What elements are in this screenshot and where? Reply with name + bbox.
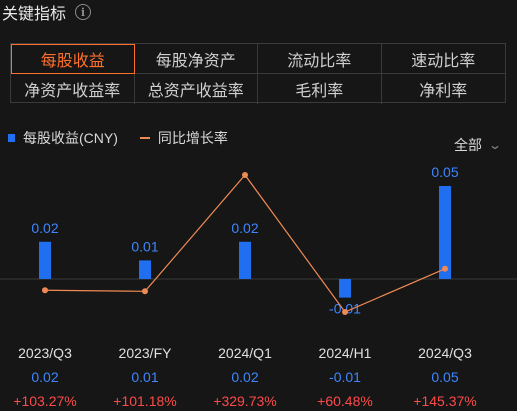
eps-bar [339,279,351,298]
growth-rate-point [342,309,348,315]
bar-value-label: 0.02 [31,220,58,236]
eps-value: 0.05 [431,369,458,385]
legend-line-label: 同比增长率 [157,130,228,146]
x-tick-label: 2024/Q3 [418,345,472,361]
growth-rate-value: +60.48% [317,393,373,409]
info-icon[interactable]: i [75,4,92,20]
eps-bar [439,186,451,279]
range-selector-label: 全部 [454,137,482,153]
tab-roe[interactable]: 净资产收益率 [11,74,135,104]
chart-legend: 每股收益(CNY) 同比增长率 [8,128,228,148]
tab-eps[interactable]: 每股收益 [11,44,135,74]
tab-gross-margin[interactable]: 毛利率 [258,74,382,104]
tab-quick-ratio[interactable]: 速动比率 [381,44,505,74]
chevron-down-icon: ⌄ [487,138,503,152]
x-tick-label: 2024/Q1 [218,345,272,361]
section-title: 关键指标 [2,6,67,23]
bar-value-label: 0.01 [131,238,158,254]
growth-rate-value: +329.73% [213,393,276,409]
range-selector[interactable]: 全部 ⌄ [454,135,503,155]
header: 关键指标 i [0,0,92,24]
growth-rate-point [142,288,148,295]
growth-rate-value: +103.27% [13,393,76,409]
legend-bar-label: 每股收益(CNY) [23,130,118,146]
growth-rate-value: +101.18% [113,393,176,409]
growth-rate-point [442,265,448,272]
x-tick-label: 2023/Q3 [18,345,72,361]
bar-value-label: 0.05 [431,164,458,180]
eps-value: -0.01 [329,369,361,385]
legend-line-swatch [139,137,150,139]
eps-value: 0.02 [231,369,258,385]
tab-net-margin[interactable]: 净利率 [419,83,468,100]
tab-bvps[interactable]: 每股净资产 [134,44,258,74]
tab-current-ratio[interactable]: 流动比率 [258,44,382,74]
tab-roa[interactable]: 总资产收益率 [135,74,258,104]
x-tick-label: 2023/FY [119,345,173,361]
eps-bar [39,241,51,279]
growth-rate-point [42,287,48,294]
metric-tabs: 每股收益 每股净资产 流动比率 速动比率 净资产收益率 总资产收益率 毛利率 净… [10,43,506,104]
eps-value: 0.02 [31,369,58,385]
bar-value-label: -0.01 [329,301,361,317]
legend-bar-swatch [8,134,15,142]
growth-rate-value: +145.37% [413,393,476,409]
growth-rate-point [242,172,248,178]
bar-value-label: 0.02 [231,220,258,236]
eps-bar [139,260,151,279]
eps-value: 0.01 [131,369,158,385]
eps-bar [239,241,251,279]
x-tick-label: 2024/H1 [319,345,372,361]
